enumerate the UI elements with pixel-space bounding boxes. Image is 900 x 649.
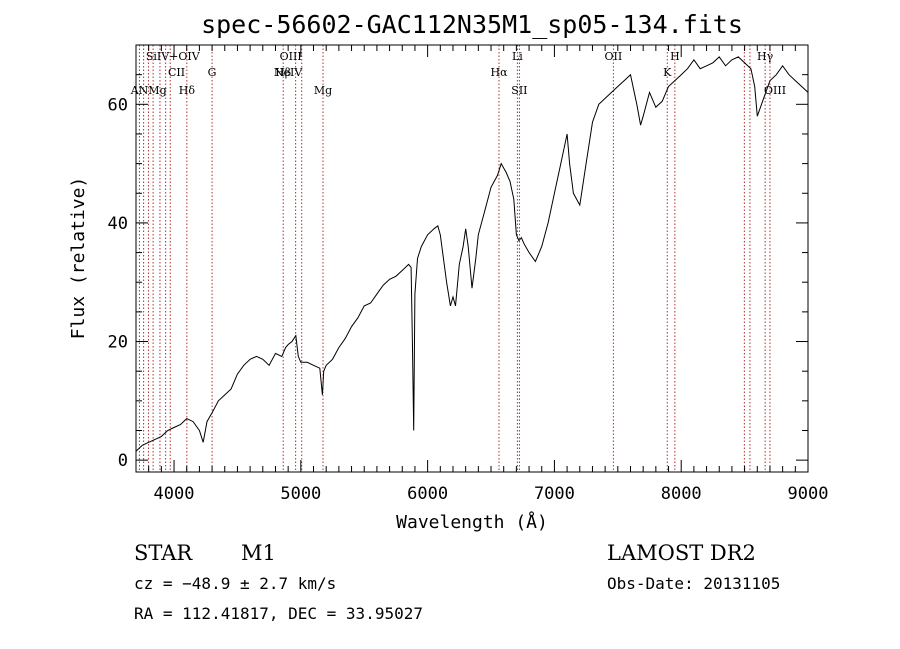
line-marker-label-12: Mg bbox=[314, 84, 332, 97]
line-marker-label-18: H bbox=[670, 50, 680, 63]
y-tick-label-40: 40 bbox=[108, 214, 128, 234]
extra-line-label-3: OIII bbox=[280, 50, 302, 63]
x-tick-label-8000: 8000 bbox=[661, 484, 702, 504]
extra-line-label-4: NeIV bbox=[274, 66, 303, 79]
x-axis-ticks: 4000 5000 6000 7000 8000 9000 bbox=[148, 45, 829, 504]
y-axis-ticks: 0 20 40 60 bbox=[108, 44, 808, 471]
line-marker-label-15: SII bbox=[511, 84, 527, 97]
object-class: STAR bbox=[134, 541, 193, 565]
ra-dec-coords: RA = 112.41817, DEC = 33.95027 bbox=[134, 604, 423, 623]
x-tick-label-7000: 7000 bbox=[534, 484, 575, 504]
x-tick-label-4000: 4000 bbox=[154, 484, 195, 504]
line-marker-label-21: Hγ bbox=[757, 50, 774, 63]
line-marker-label-13: Hα bbox=[490, 66, 508, 79]
extra-line-label-1: SiIV+OIV bbox=[146, 50, 201, 63]
redshift-value: cz = −48.9 ± 2.7 km/s bbox=[134, 574, 336, 593]
extra-label-group: ANMg SiIV+OIV CII OIII NeIV OIII bbox=[130, 50, 786, 97]
extra-line-label-5: OIII bbox=[764, 84, 786, 97]
line-marker-label-16: OII bbox=[605, 50, 623, 63]
line-marker-label-8: G bbox=[208, 66, 217, 79]
x-tick-label-9000: 9000 bbox=[788, 484, 829, 504]
line-marker-label-17: K bbox=[663, 66, 672, 79]
y-tick-label-20: 20 bbox=[108, 333, 128, 353]
plot-frame bbox=[135, 44, 809, 473]
x-tick-label-5000: 5000 bbox=[280, 484, 321, 504]
obs-date: Obs-Date: 20131105 bbox=[607, 574, 780, 593]
y-tick-label-0: 0 bbox=[118, 451, 128, 471]
y-axis-title: Flux (relative) bbox=[68, 177, 89, 340]
extra-line-label-0: ANMg bbox=[130, 84, 167, 97]
spectrum-series-line bbox=[135, 56, 809, 452]
extra-line-label-2: CII bbox=[168, 66, 185, 79]
line-marker-label-7: Hδ bbox=[179, 84, 196, 97]
plot-area: Hδ G Hβ Mg Hα Li SII OII KH Hγ ANMg SiIV+OIV CII OII… bbox=[108, 44, 829, 504]
chart-title: spec-56602-GAC112N35M1_sp05-134.fits bbox=[201, 10, 743, 39]
line-marker-label-14: Li bbox=[512, 50, 523, 63]
x-axis-title: Wavelength (Å) bbox=[396, 511, 548, 533]
x-tick-label-6000: 6000 bbox=[407, 484, 448, 504]
line-marker-group: Hδ G Hβ Mg Hα Li SII OII KH Hγ bbox=[138, 45, 774, 472]
line-marker-label-9: Hβ bbox=[275, 66, 291, 79]
survey-name: LAMOST DR2 bbox=[607, 541, 756, 565]
object-subclass: M1 bbox=[241, 541, 276, 565]
y-tick-label-60: 60 bbox=[108, 95, 128, 115]
